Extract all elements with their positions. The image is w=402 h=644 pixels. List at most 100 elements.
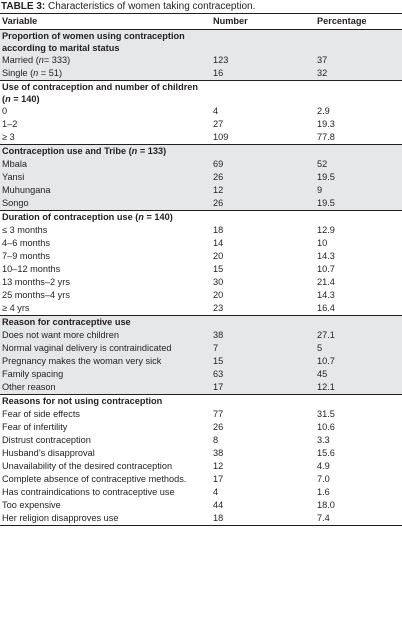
row-percentage: 3.3	[317, 435, 330, 445]
row-label: Single (n = 51)	[0, 67, 211, 81]
row-number: 4	[213, 487, 219, 497]
section-title-row: Duration of contraception use (n = 140)	[0, 211, 402, 225]
table-row: ≤ 3 months 18 12.9	[0, 224, 402, 237]
row-percentage: 10	[317, 238, 328, 248]
row-label: Normal vaginal delivery is contraindicat…	[2, 343, 172, 353]
table-row: 4–6 months 14 10	[0, 237, 402, 250]
row-label: 25 months–4 yrs	[2, 290, 70, 300]
table-row: 0 4 2.9	[0, 105, 402, 118]
section-title-line: Proportion of women using contraception	[2, 31, 185, 41]
row-percentage: 37	[317, 55, 328, 65]
section-title-row: Proportion of women using contraception a…	[0, 29, 402, 55]
row-label: Pregnancy makes the woman very sick	[2, 356, 162, 366]
table-row: Her religion disapproves use 18 7.4	[0, 512, 402, 526]
section-title-line: Contraception use and Tribe (n = 133)	[2, 146, 167, 156]
table-row: ≥ 3 109 77.8	[0, 131, 402, 145]
row-label: Fear of infertility	[2, 422, 68, 432]
row-percentage: 14.3	[317, 290, 335, 300]
table-row: Unavailability of the desired contracept…	[0, 460, 402, 473]
row-number: 77	[213, 409, 224, 419]
row-percentage: 10.7	[317, 356, 335, 366]
row-number: 14	[213, 238, 224, 248]
row-label: 0	[2, 106, 8, 116]
row-number: 8	[213, 435, 219, 445]
section-title-row: Reasons for not using contraception	[0, 395, 402, 409]
row-percentage: 27.1	[317, 330, 335, 340]
row-percentage: 19.5	[317, 172, 335, 182]
table-row: Mbala 69 52	[0, 158, 402, 171]
row-number: 15	[213, 356, 224, 366]
table-row: 1–2 27 19.3	[0, 118, 402, 131]
section-title: Proportion of women using contraception a…	[0, 30, 402, 55]
row-label: 7–9 months	[2, 251, 51, 261]
row-label: Family spacing	[2, 369, 64, 379]
table-row: 7–9 months 20 14.3	[0, 250, 402, 263]
table-row: Complete absence of contraceptive method…	[0, 473, 402, 486]
row-number: 27	[213, 119, 224, 129]
table-section: Use of contraception and number of child…	[0, 81, 402, 145]
row-number: 30	[213, 277, 224, 287]
row-number: 17	[211, 381, 315, 395]
table-row: Pregnancy makes the woman very sick 15 10.…	[0, 355, 402, 368]
row-label: ≤ 3 months	[2, 225, 48, 235]
row-label: Other reason	[0, 381, 211, 395]
table-row: Family spacing 63 45	[0, 368, 402, 381]
row-label: Has contraindications to contraceptive u…	[2, 487, 175, 497]
table-row: Single (n = 51) 16 32	[0, 67, 402, 81]
table-section: Reasons for not using contraception Fear …	[0, 395, 402, 526]
table-caption-text: Characteristics of women taking contrace…	[45, 1, 256, 12]
row-percentage: 10.6	[317, 422, 335, 432]
table-section: Duration of contraception use (n = 140) ≤…	[0, 211, 402, 316]
table-row: Muhungana 12 9	[0, 184, 402, 197]
row-number: 26	[211, 197, 315, 211]
section-title: Duration of contraception use (n = 140)	[0, 211, 402, 225]
row-percentage: 10.7	[317, 264, 335, 274]
table-row: Husband’s disapproval 38 15.6	[0, 447, 402, 460]
header-row: Variable Number Percentage	[0, 13, 402, 30]
table-row: Married (n= 333) 123 37	[0, 54, 402, 67]
row-percentage: 7.4	[315, 512, 402, 526]
row-number: 7	[213, 343, 219, 353]
row-label: Married (n= 333)	[2, 55, 71, 65]
row-percentage: 12.1	[315, 381, 402, 395]
table-section: Contraception use and Tribe (n = 133) Mba…	[0, 144, 402, 211]
row-label: Fear of side effects	[2, 409, 80, 419]
row-number: 44	[213, 500, 224, 510]
table-row: Songo 26 19.5	[0, 197, 402, 211]
row-number: 20	[213, 290, 224, 300]
section-title: Use of contraception and number of child…	[0, 81, 402, 106]
row-percentage: 1.6	[317, 487, 330, 497]
table-row: Yansi 26 19.5	[0, 171, 402, 184]
row-label: Distrust contraception	[2, 435, 91, 445]
header-variable: Variable	[0, 13, 211, 30]
row-percentage: 2.9	[317, 106, 330, 116]
row-percentage: 7.0	[317, 474, 330, 484]
row-number: 23	[211, 302, 315, 316]
table-row: Other reason 17 12.1	[0, 381, 402, 395]
table-caption: TABLE 3: Characteristics of women taking…	[0, 0, 402, 13]
row-number: 12	[213, 461, 224, 471]
row-percentage: 9	[317, 185, 323, 195]
table-row: Has contraindications to contraceptive u…	[0, 486, 402, 499]
section-title: Contraception use and Tribe (n = 133)	[0, 145, 402, 159]
row-percentage: 21.4	[317, 277, 335, 287]
table-row: Does not want more children 38 27.1	[0, 329, 402, 342]
row-label: Too expensive	[2, 500, 61, 510]
table-row: Fear of infertility 26 10.6	[0, 421, 402, 434]
table-row: 10–12 months 15 10.7	[0, 263, 402, 276]
row-number: 20	[213, 251, 224, 261]
section-title-line: Reasons for not using contraception	[2, 396, 163, 406]
table-row: Too expensive 44 18.0	[0, 499, 402, 512]
header-percentage: Percentage	[315, 13, 402, 30]
row-number: 123	[213, 55, 229, 65]
row-percentage: 15.6	[317, 448, 335, 458]
row-percentage: 5	[317, 343, 323, 353]
header-number: Number	[211, 13, 315, 30]
row-label: ≥ 3	[0, 131, 211, 145]
table-row: Distrust contraception 8 3.3	[0, 434, 402, 447]
section-title-row: Use of contraception and number of child…	[0, 81, 402, 106]
section-title-line: (n = 140)	[2, 94, 40, 104]
row-number: 18	[213, 225, 224, 235]
row-percentage: 31.5	[317, 409, 335, 419]
